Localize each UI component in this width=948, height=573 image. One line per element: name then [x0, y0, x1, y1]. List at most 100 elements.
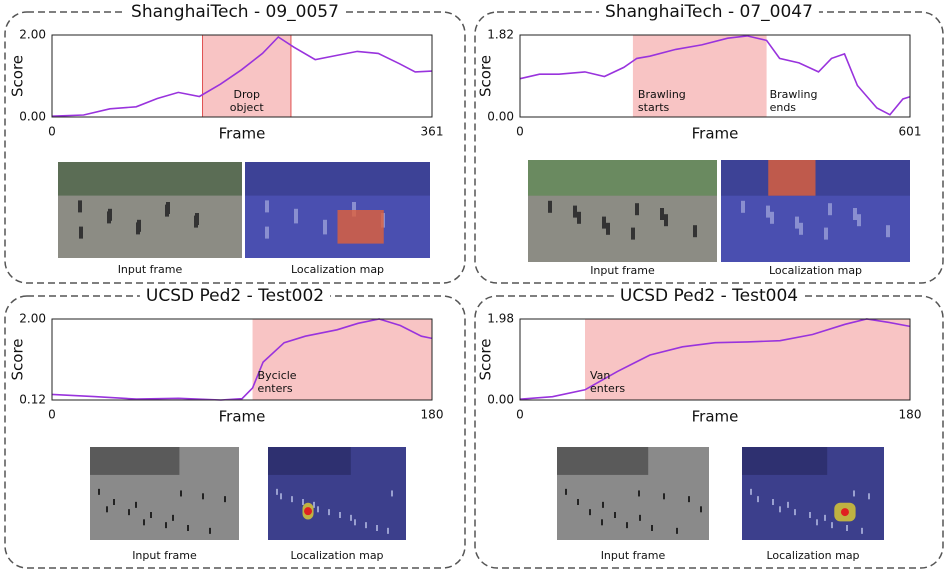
person [209, 527, 211, 534]
plot-frame [519, 318, 911, 401]
annotation: enters [258, 382, 293, 395]
person [365, 522, 367, 529]
y-axis-label: Score [477, 338, 495, 380]
panel-title: ShanghaiTech - 07_0047 [605, 2, 813, 22]
person [276, 488, 278, 495]
person [291, 496, 293, 503]
annotation: Van [590, 369, 610, 382]
person [638, 490, 640, 497]
x-tick-label: 0 [48, 125, 56, 139]
person [700, 506, 702, 513]
person [265, 200, 269, 213]
person [766, 205, 770, 218]
person [693, 225, 697, 238]
person [846, 525, 848, 531]
person [108, 208, 112, 221]
plot-frame [51, 34, 433, 118]
panel-box [4, 11, 466, 284]
person [614, 512, 616, 518]
person [828, 203, 832, 216]
person [128, 509, 130, 516]
person [328, 509, 330, 516]
y-tick-label: 1.98 [487, 312, 514, 326]
frame-image-detail [528, 160, 717, 196]
person [265, 226, 269, 239]
plot-frame [51, 318, 433, 401]
person [391, 490, 393, 497]
y-tick-label: 0.00 [487, 110, 514, 124]
x-tick-label: 601 [899, 125, 922, 139]
person [861, 527, 863, 534]
person [602, 216, 606, 229]
person [98, 488, 100, 495]
person [651, 525, 653, 531]
highlight-region [202, 34, 292, 118]
person [577, 211, 581, 224]
y-tick-label: 1.82 [487, 28, 514, 42]
person [79, 226, 83, 239]
person [195, 213, 199, 225]
person [352, 202, 356, 214]
x-tick-label: 0 [516, 408, 524, 422]
y-tick-label: 0.00 [19, 110, 46, 124]
person [663, 493, 665, 500]
title-bg [139, 290, 331, 302]
person [639, 514, 641, 521]
person [635, 203, 639, 216]
annotation: ends [770, 101, 797, 114]
highlight-region [632, 35, 767, 117]
person [577, 499, 579, 505]
person [589, 509, 591, 516]
annotation: Drop [234, 88, 260, 101]
person [106, 506, 108, 513]
person [795, 216, 799, 229]
panel-box [4, 295, 466, 569]
y-tick-label: 0.12 [19, 393, 46, 407]
person [799, 222, 803, 235]
annotation: Brawling [770, 88, 818, 101]
person [750, 488, 752, 495]
x-axis-label: Frame [219, 408, 266, 426]
score-line [519, 35, 911, 116]
x-tick-label: 0 [48, 408, 56, 422]
x-tick-label: 361 [421, 125, 444, 139]
person [741, 200, 745, 213]
title-bg [599, 6, 819, 18]
person [143, 519, 145, 526]
person [606, 222, 610, 235]
person [626, 522, 628, 529]
person [660, 208, 664, 220]
x-axis-label: Frame [692, 408, 739, 426]
person [548, 200, 552, 213]
person [387, 527, 389, 534]
person [853, 490, 855, 497]
annotation: enters [590, 382, 625, 395]
person [824, 514, 826, 521]
person [787, 501, 789, 508]
panel-title: UCSD Ped2 - Test002 [146, 286, 324, 306]
person [180, 490, 182, 497]
person [868, 493, 870, 500]
image-caption: Input frame [601, 549, 666, 562]
person [302, 499, 304, 505]
person [824, 227, 828, 240]
annotation: starts [638, 101, 670, 114]
heat-region [768, 160, 816, 196]
person [354, 519, 356, 526]
x-tick-label: 0 [516, 125, 524, 139]
person [165, 522, 167, 529]
heat-region [337, 210, 384, 244]
person [602, 501, 604, 508]
title-bg [613, 290, 805, 302]
score-line [51, 318, 433, 401]
person [339, 512, 341, 518]
heat-core [304, 507, 313, 516]
image-caption: Localization map [766, 549, 859, 562]
y-tick-label: 0.00 [487, 393, 514, 407]
person [831, 522, 833, 529]
x-axis-label: Frame [692, 125, 739, 143]
image-caption: Input frame [590, 264, 655, 277]
frame-image-detail [557, 447, 649, 475]
annotation: Brawling [638, 88, 686, 101]
